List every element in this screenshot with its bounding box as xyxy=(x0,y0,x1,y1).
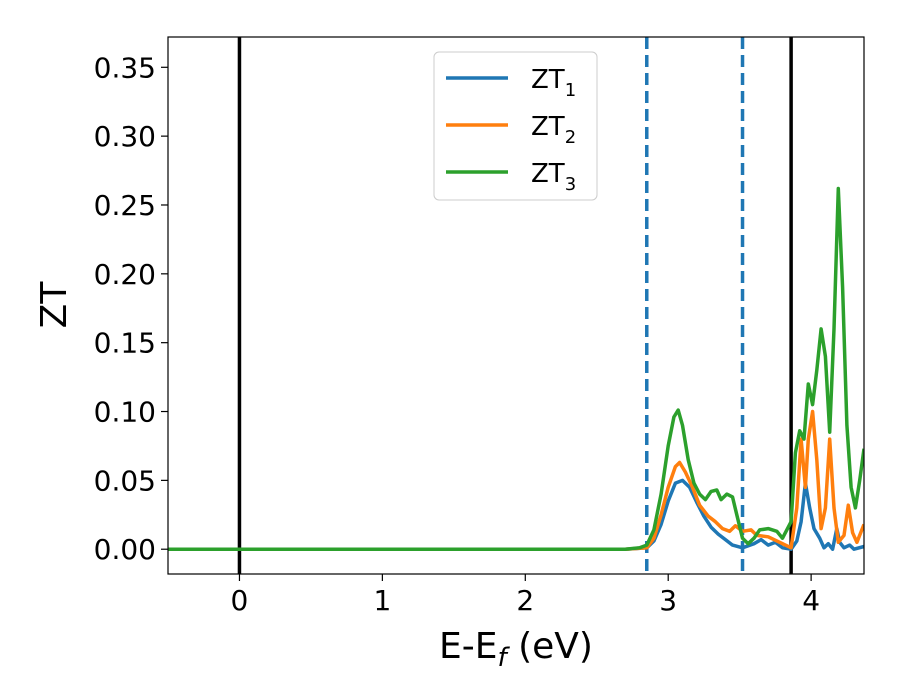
y-tick-label: 0.35 xyxy=(94,51,156,84)
legend-label-zt1: ZT1 xyxy=(531,65,576,101)
series-line-zt1 xyxy=(168,478,864,551)
y-tick-label: 0.15 xyxy=(94,327,156,360)
y-tick-label: 0.10 xyxy=(94,396,156,429)
x-tick-label: 2 xyxy=(516,584,534,617)
plot-frame xyxy=(167,36,865,575)
x-axis-ticks: 0 1 2 3 4 xyxy=(231,574,820,617)
y-axis-label: ZT xyxy=(34,281,75,329)
x-axis-label: E-Ef (eV) xyxy=(439,626,593,673)
y-tick-label: 0.20 xyxy=(94,258,156,291)
legend: ZT1 ZT2 ZT3 xyxy=(433,51,598,201)
y-tick-label: 0.00 xyxy=(94,533,156,566)
y-axis-ticks: 0.00 0.05 0.10 0.15 0.20 0.25 0.30 0.35 xyxy=(94,51,168,566)
x-tick-label: 4 xyxy=(802,584,820,617)
y-tick-label: 0.25 xyxy=(94,189,156,222)
legend-box xyxy=(433,51,598,201)
y-tick-label: 0.05 xyxy=(94,464,156,497)
y-tick-label: 0.30 xyxy=(94,120,156,153)
legend-label-zt3: ZT3 xyxy=(531,159,576,195)
vertical-reference-lines xyxy=(237,37,793,574)
x-tick-label: 1 xyxy=(373,584,391,617)
series-line-zt3 xyxy=(168,186,864,551)
series-layer xyxy=(168,186,864,551)
legend-label-zt2: ZT2 xyxy=(531,112,576,148)
x-tick-label: 0 xyxy=(231,584,249,617)
x-tick-label: 3 xyxy=(659,584,677,617)
series-line-zt2 xyxy=(168,409,864,551)
